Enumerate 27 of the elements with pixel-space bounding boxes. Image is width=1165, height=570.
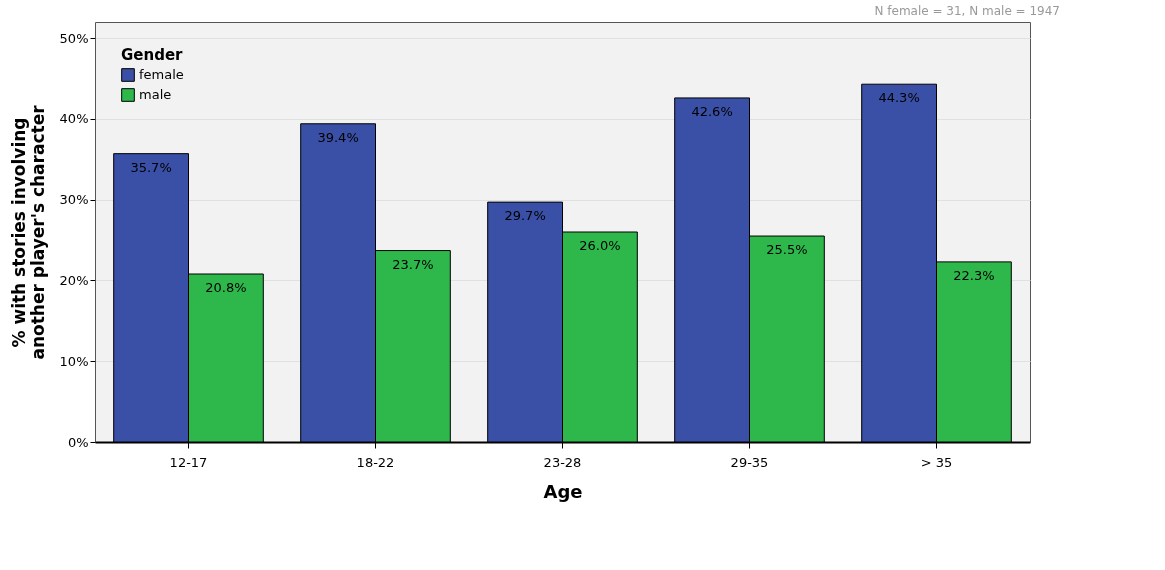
y-tick-label: 50% [59,30,89,46]
data-label: 26.0% [579,238,621,253]
data-label: 23.7% [392,256,434,272]
legend-label: female [139,67,184,82]
y-tick-label: 0% [67,434,89,450]
x-tick-label: 29-35 [730,454,769,470]
data-label: 25.5% [766,242,808,258]
x-axis-title: Age [543,480,583,502]
data-label: 44.3% [878,90,920,106]
data-label: 29.7% [504,208,546,224]
text: N female = 31, N male = 1947 [874,4,1060,18]
data-label: 22.3% [953,267,995,283]
data-label: 20.8% [205,280,247,295]
y-tick-label: 20% [59,272,89,288]
data-label: 39.4% [317,129,359,145]
y-tick-label: 10% [59,353,89,369]
x-tick-label: > 35 [920,454,953,470]
x-tick-label: 18-22 [356,454,395,470]
y-tick-label: 30% [59,192,89,208]
x-tick-label: 23-28 [543,454,582,470]
data-label: 42.6% [691,103,733,119]
data-label: 35.7% [130,159,172,175]
legend-title: Gender [121,46,184,64]
legend-label: male [139,87,172,102]
y-axis-title: % with stories involving another player's character [8,104,48,360]
y-tick-label: 40% [59,111,89,127]
x-tick-label: 12-17 [169,454,208,470]
